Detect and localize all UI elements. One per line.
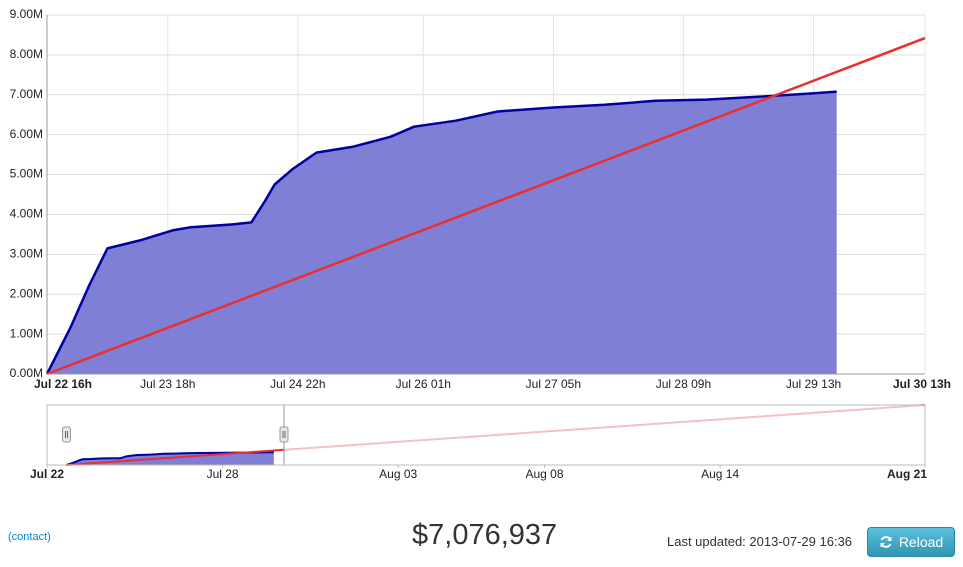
y-tick-label: 7.00M	[10, 87, 43, 101]
x-tick-label: Jul 30 13h	[893, 377, 951, 391]
total-amount: $7,076,937	[412, 519, 558, 551]
trend-line	[46, 36, 926, 376]
area-line	[45, 90, 837, 375]
x-tick-label: Jul 28	[207, 467, 239, 481]
x-tick-label: Jul 23 18h	[140, 377, 195, 391]
y-tick-label: 3.00M	[10, 247, 43, 261]
x-tick-label: Jul 26 01h	[396, 377, 451, 391]
x-tick-label: Aug 14	[701, 467, 739, 481]
last-updated: Last updated: 2013-07-29 16:36	[667, 534, 853, 549]
navigator-handle	[279, 426, 289, 443]
y-tick-label: 6.00M	[10, 127, 43, 141]
reload-icon	[880, 536, 892, 548]
navigator-outline	[46, 404, 926, 466]
y-tick-label: 9.00M	[10, 7, 43, 21]
y-tick-label: 1.00M	[10, 326, 43, 340]
y-tick-label: 5.00M	[10, 167, 43, 181]
x-tick-label: Aug 08	[526, 467, 564, 481]
area	[47, 91, 837, 374]
reload-button[interactable]: Reload	[867, 527, 955, 557]
x-tick-label: Aug 21	[887, 467, 927, 481]
x-tick-label: Jul 22	[30, 467, 64, 481]
reload-label: Reload	[898, 534, 944, 550]
area-line	[66, 451, 274, 466]
x-tick-label: Jul 27 05h	[526, 377, 581, 391]
y-tick-label: 4.00M	[10, 207, 43, 221]
y-tick-label: 8.00M	[10, 47, 43, 61]
contact-link[interactable]: (contact)	[8, 531, 51, 543]
chart: 0.00M 1.00M 2.00M 3.00M 4.00M 5.00M 6.00M 7.00M…	[10, 7, 951, 481]
navigator-handle	[62, 426, 72, 443]
x-tick-label: Jul 29 13h	[786, 377, 841, 391]
x-tick-label: Jul 22 16h	[34, 377, 92, 391]
x-tick-label: Jul 24 22h	[270, 377, 325, 391]
y-tick-label: 2.00M	[10, 286, 43, 300]
navigator-mask	[283, 404, 926, 466]
y-tick-label: 0.00M	[10, 366, 43, 380]
x-tick-label: Aug 03	[379, 467, 417, 481]
x-tick-label: Jul 28 09h	[656, 377, 711, 391]
